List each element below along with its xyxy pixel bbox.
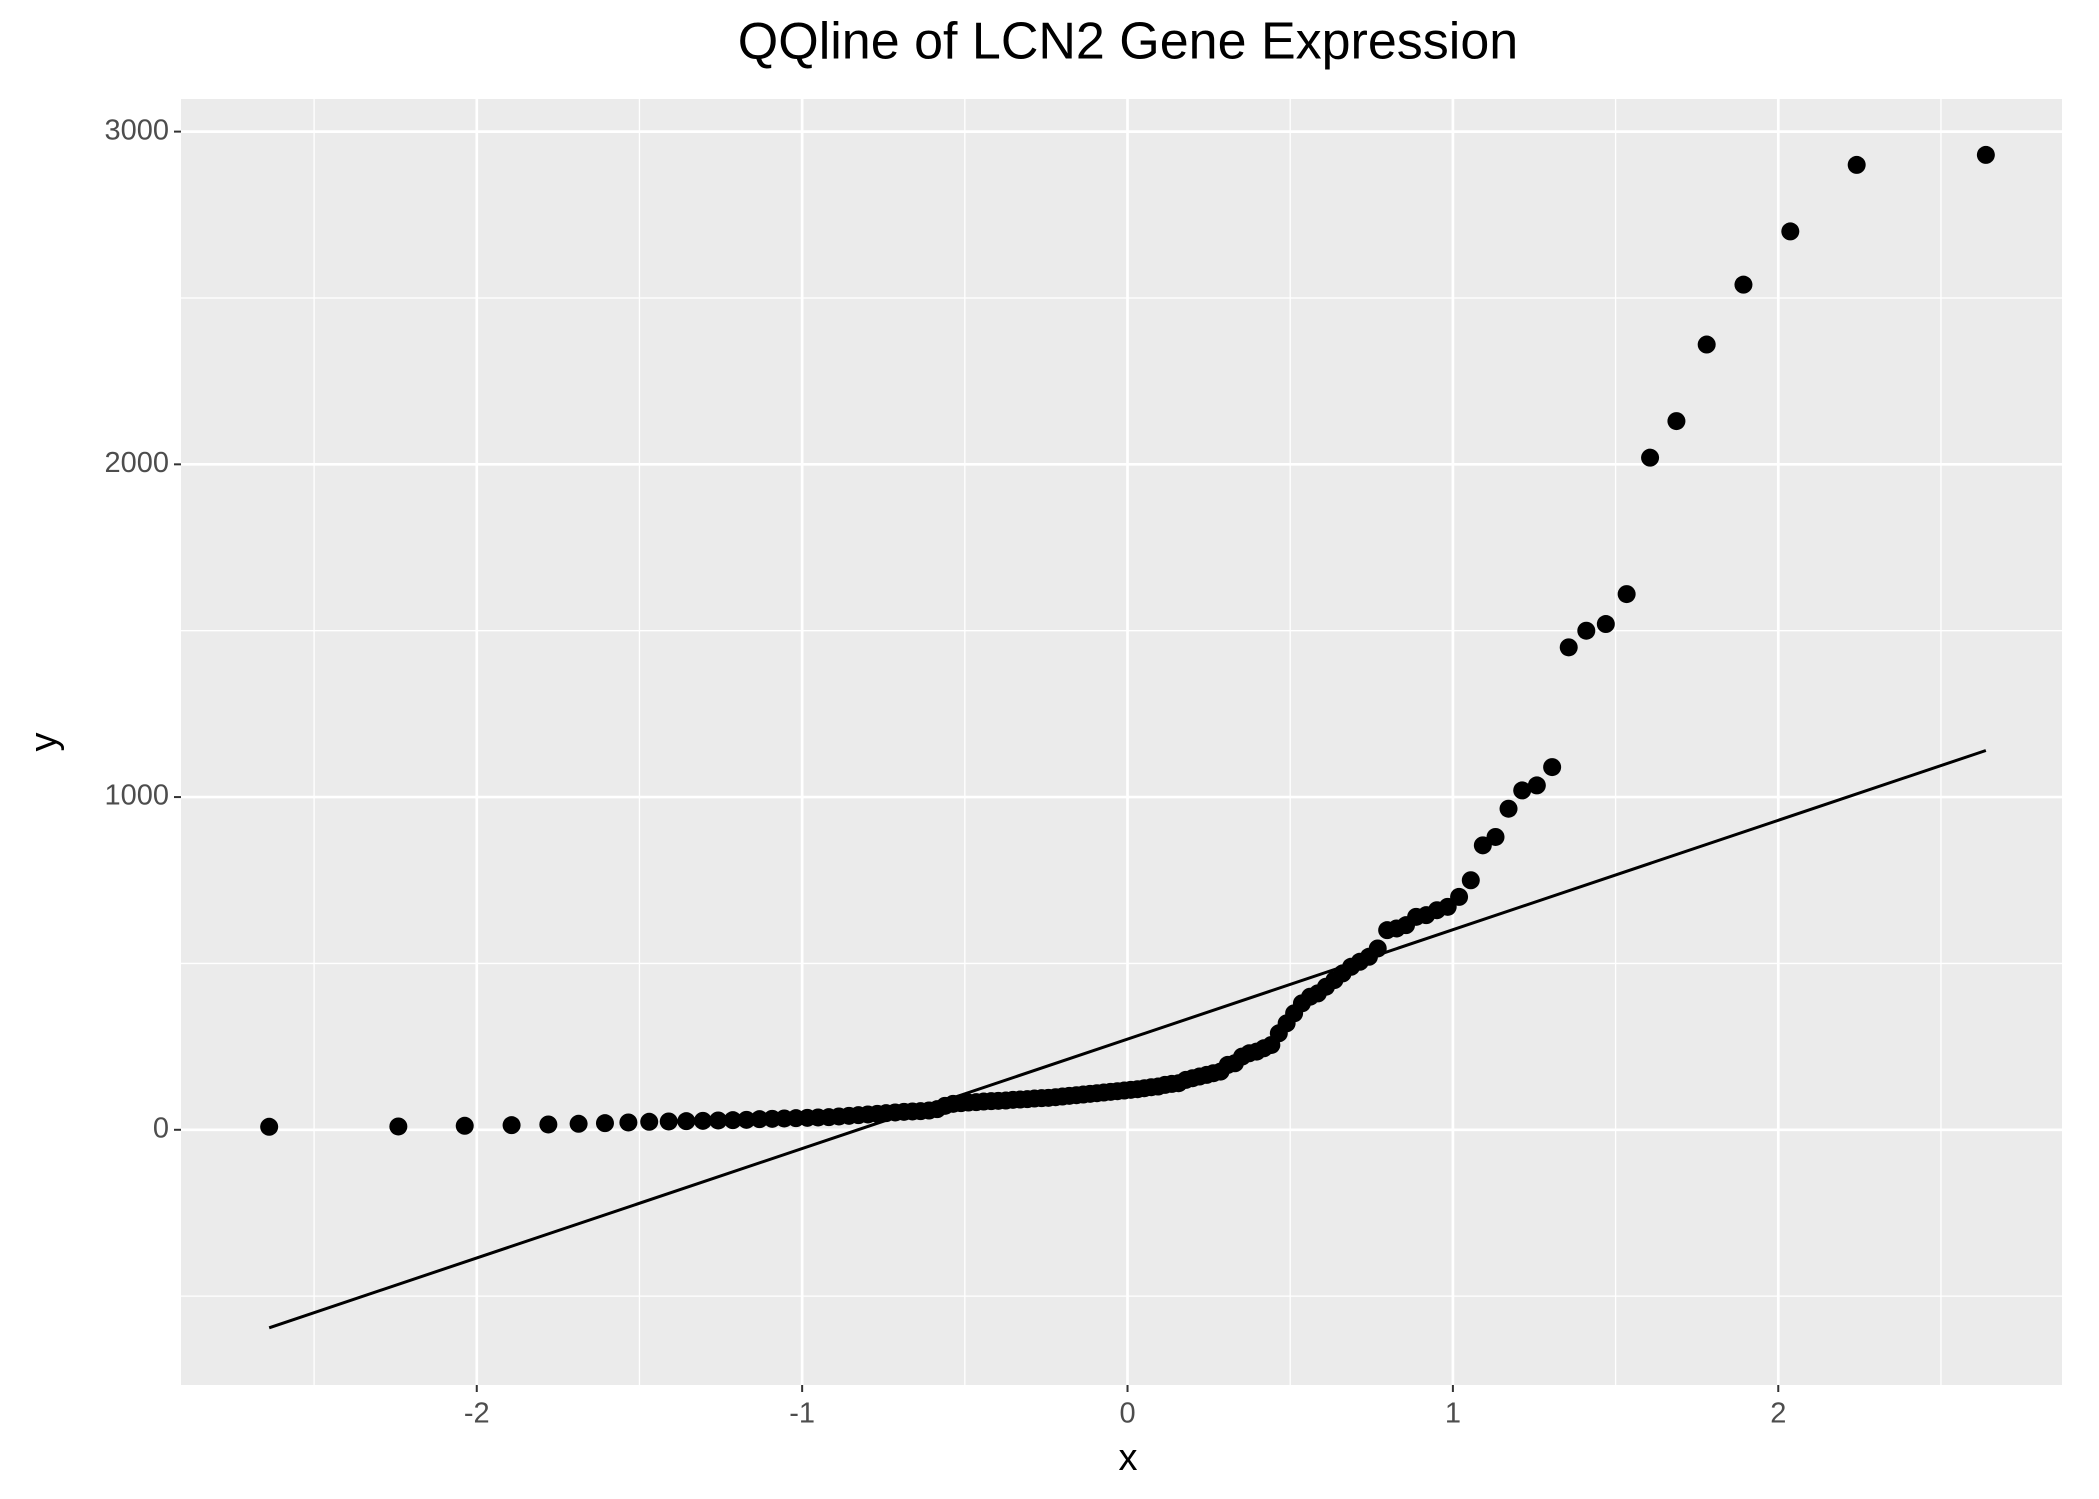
point (1513, 781, 1532, 800)
point (1641, 448, 1660, 467)
point (595, 1114, 614, 1133)
point (693, 1111, 712, 1130)
x-tick-label: -2 (464, 1398, 490, 1430)
point (1781, 222, 1800, 241)
point (1473, 836, 1492, 855)
point (1461, 871, 1480, 890)
point (709, 1111, 728, 1130)
point (677, 1112, 696, 1131)
point (539, 1115, 558, 1134)
x-tick-label: 1 (1445, 1398, 1461, 1430)
panel (181, 99, 2062, 1385)
chart-title: QQline of LCN2 Gene Expression (738, 13, 1518, 71)
x-axis-label: x (1119, 1437, 1138, 1479)
point (455, 1116, 474, 1135)
point (1527, 776, 1546, 795)
point (1596, 615, 1615, 634)
x-tick-label: -1 (789, 1398, 815, 1430)
point (502, 1116, 521, 1135)
point (1486, 827, 1505, 846)
point (1543, 758, 1562, 777)
point (569, 1114, 588, 1133)
y-tick-label: 0 (153, 1112, 169, 1144)
y-tick-label: 2000 (104, 447, 169, 479)
point (1697, 335, 1716, 354)
point (737, 1110, 756, 1129)
point (723, 1111, 742, 1130)
point (260, 1117, 279, 1136)
x-tick-label: 0 (1119, 1398, 1135, 1430)
point (1577, 621, 1596, 640)
point (750, 1110, 769, 1129)
point (1734, 275, 1753, 294)
point (1976, 145, 1995, 164)
y-axis-label: y (23, 733, 65, 752)
y-tick-label: 3000 (104, 114, 169, 146)
point (619, 1113, 638, 1132)
point (659, 1112, 678, 1131)
qq-line (268, 749, 1987, 1330)
point (1847, 155, 1866, 174)
y-tick-label: 1000 (104, 780, 169, 812)
point (640, 1112, 659, 1131)
x-tick-label: 2 (1770, 1398, 1786, 1430)
point (1667, 412, 1686, 431)
point (389, 1117, 408, 1136)
point (1617, 585, 1636, 604)
point (1499, 799, 1518, 818)
point (1450, 887, 1469, 906)
point (1559, 638, 1578, 657)
